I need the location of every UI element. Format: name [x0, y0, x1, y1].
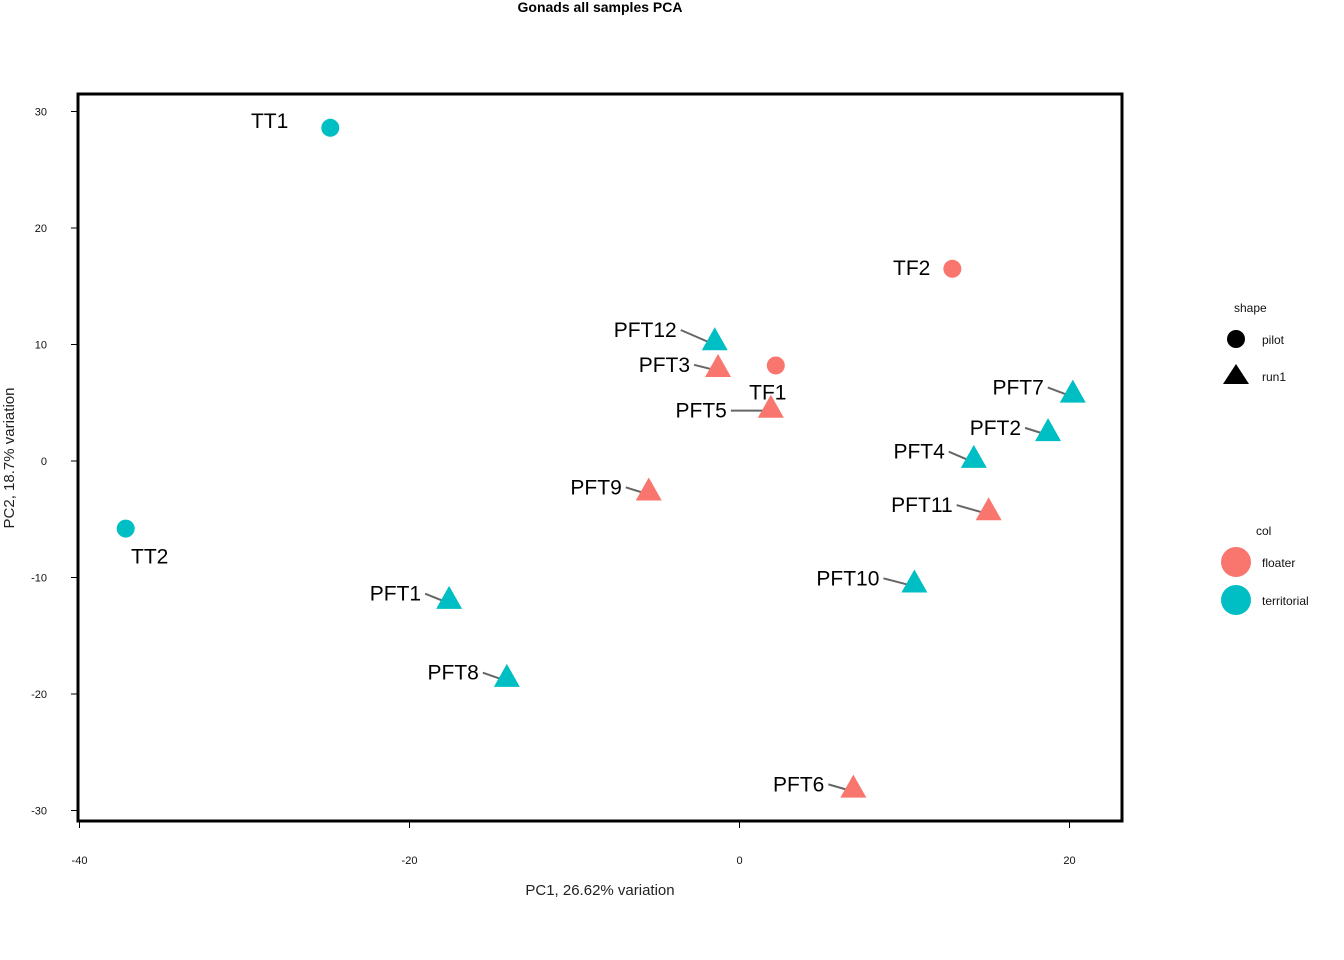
x-tick-label: 0	[736, 855, 742, 867]
point-tf1-circle	[766, 356, 785, 375]
point-pft1-triangle	[436, 585, 463, 609]
y-tick-label: 0	[41, 456, 47, 468]
y-axis: 30 20 10 0 -10 -20 -30	[31, 107, 78, 818]
point-label-tf2: TF2	[893, 257, 930, 280]
point-tt1-circle	[321, 118, 340, 137]
data-points	[116, 118, 1086, 798]
point-label-pft2: PFT2	[970, 417, 1021, 440]
leader-line-pft10	[883, 577, 911, 587]
point-labels: TT1 TT2 TF2 TF1 PFT12 PFT3 PFT5 PFT7 PFT2 PFT4 PFT…	[131, 110, 1044, 797]
point-label-pft8: PFT8	[428, 662, 479, 685]
x-tick-label: -20	[402, 855, 418, 867]
point-label-tt2: TT2	[131, 546, 168, 569]
x-tick-label: -40	[72, 855, 88, 867]
legend-run1-triangle-icon	[1223, 364, 1249, 384]
point-label-tt1: TT1	[251, 110, 288, 133]
point-pft12-triangle	[701, 327, 728, 351]
point-label-pft4: PFT4	[893, 441, 945, 464]
y-tick-label: -10	[31, 573, 47, 585]
legend-col-territorial: territorial	[1262, 594, 1309, 608]
x-axis: -40 -20 0 20	[72, 821, 1076, 867]
point-pft7-triangle	[1059, 379, 1086, 403]
y-tick-label: 30	[35, 107, 47, 119]
point-pft11-triangle	[975, 497, 1002, 521]
point-pft8-triangle	[493, 663, 520, 687]
point-pft6-triangle	[840, 774, 867, 798]
point-tt2-circle	[116, 519, 135, 538]
legend-pilot-circle-icon	[1227, 330, 1245, 348]
label-leader-lines	[424, 329, 1070, 792]
point-label-pft9: PFT9	[570, 476, 621, 499]
leader-line-pft12	[680, 329, 712, 344]
point-label-pft12: PFT12	[614, 319, 677, 342]
legend-col-title: col	[1256, 524, 1271, 538]
y-tick-label: -30	[31, 806, 47, 818]
y-tick-label: 20	[35, 223, 47, 235]
legend-territorial-swatch	[1221, 585, 1251, 615]
legend-floater-swatch	[1221, 547, 1251, 577]
plot-panel-border	[76, 92, 1124, 823]
point-pft2-triangle	[1035, 418, 1062, 442]
y-tick-label: 10	[35, 340, 47, 352]
y-tick-label: -20	[31, 689, 47, 701]
point-label-tf1: TF1	[749, 381, 786, 404]
chart-title: Gonads all samples PCA	[518, 0, 683, 15]
point-label-pft10: PFT10	[816, 567, 879, 590]
legend-shape-pilot: pilot	[1262, 333, 1285, 347]
point-pft10-triangle	[901, 569, 928, 593]
legend: shape pilot run1 col floater territorial	[1221, 301, 1309, 615]
legend-shape-title: shape	[1234, 301, 1267, 315]
point-tf2-circle	[943, 259, 962, 278]
point-pft5-triangle	[757, 394, 784, 418]
leader-line-pft11	[956, 504, 985, 515]
legend-col-floater: floater	[1262, 556, 1295, 570]
point-label-pft6: PFT6	[773, 773, 824, 796]
legend-shape-run1: run1	[1262, 370, 1286, 384]
y-axis-title: PC2, 18.7% variation	[1, 388, 18, 529]
point-pft4-triangle	[960, 444, 987, 468]
point-label-pft7: PFT7	[992, 376, 1043, 399]
point-label-pft1: PFT1	[370, 583, 421, 606]
point-pft3-triangle	[705, 354, 732, 377]
point-label-pft11: PFT11	[891, 494, 952, 517]
point-label-pft3: PFT3	[639, 354, 690, 377]
x-axis-title: PC1, 26.62% variation	[525, 882, 674, 899]
point-label-pft5: PFT5	[676, 400, 727, 423]
point-pft9-triangle	[635, 477, 662, 501]
x-tick-label: 20	[1063, 855, 1075, 867]
